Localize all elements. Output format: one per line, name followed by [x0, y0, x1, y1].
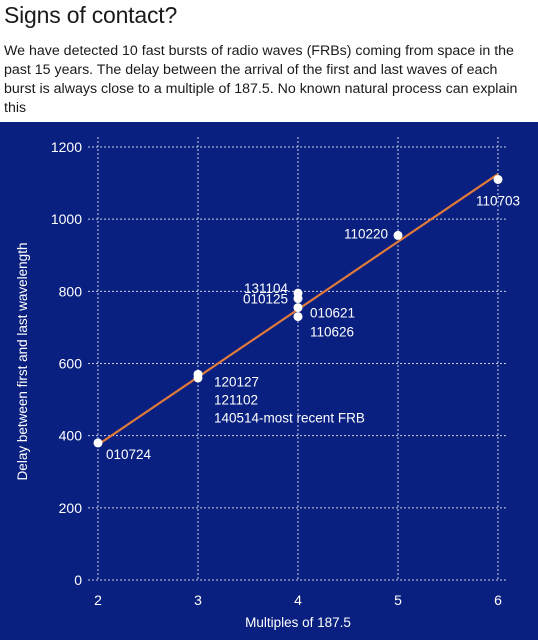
- data-point: [293, 294, 303, 304]
- chart-subtitle: We have detected 10 fast bursts of radio…: [4, 43, 518, 116]
- point-label: 010125: [243, 292, 288, 307]
- point-label: 131104: [244, 281, 289, 296]
- point-label: 010724: [106, 447, 152, 462]
- y-axis-label: Delay between first and last wavelength: [15, 243, 30, 481]
- point-label: 140514-most recent FRB: [214, 410, 365, 425]
- point-label: 120127: [214, 374, 259, 389]
- y-tick-label: 1000: [51, 211, 82, 227]
- point-label: 010621: [310, 306, 355, 321]
- data-point: [293, 312, 303, 322]
- point-label: 110220: [344, 226, 388, 241]
- grid-lines: [88, 137, 508, 581]
- y-tick-label: 600: [59, 356, 83, 372]
- data-point: [93, 438, 103, 448]
- chart-panel: 0 200 400 600 800 1000 1200 2 3 4 5 6 010724 120127 1…: [0, 122, 538, 640]
- point-label: 110626: [310, 325, 354, 340]
- axes: 0 200 400 600 800 1000 1200 2 3 4 5 6: [51, 139, 502, 608]
- data-point: [393, 230, 403, 240]
- y-tick-label: 1200: [51, 139, 82, 155]
- y-tick-label: 800: [59, 283, 83, 299]
- y-tick-label: 0: [74, 572, 82, 588]
- header: Signs of contact? We have detected 10 fa…: [0, 0, 538, 120]
- x-tick-label: 2: [94, 592, 102, 608]
- data-point: [193, 373, 203, 383]
- chart-title: Signs of contact?: [4, 2, 178, 28]
- data-point: [293, 303, 303, 313]
- point-label: 121102: [214, 392, 258, 407]
- point-label: 110703: [476, 193, 520, 208]
- x-tick-label: 6: [494, 592, 502, 608]
- x-tick-label: 5: [394, 592, 402, 608]
- scatter-chart: 0 200 400 600 800 1000 1200 2 3 4 5 6 010724 120127 1…: [15, 137, 520, 630]
- data-point: [493, 174, 503, 184]
- y-tick-label: 200: [59, 500, 83, 516]
- x-axis-label: Multiples of 187.5: [245, 615, 351, 630]
- x-tick-label: 4: [294, 592, 302, 608]
- points-group: [93, 174, 503, 448]
- x-tick-label: 3: [194, 592, 202, 608]
- y-tick-label: 400: [59, 428, 83, 444]
